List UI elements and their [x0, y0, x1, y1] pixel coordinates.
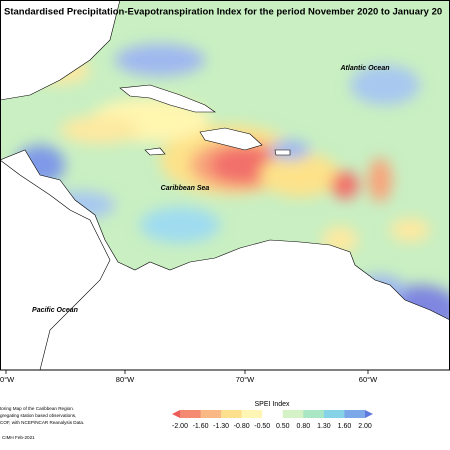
- legend: -2.00 -1.60 -1.30 -0.80 -0.50 0.50 0.80 1.30 1.6…: [172, 410, 373, 430]
- spei-field: [0, 0, 450, 370]
- legend-label: -0.50: [254, 423, 270, 430]
- puerto-rico: [274, 149, 291, 156]
- legend-label: 0.50: [276, 423, 290, 430]
- credit: CIMH Feb-2021: [2, 435, 35, 440]
- lon-label: 70°W: [236, 375, 255, 384]
- legend-swatch: [221, 410, 242, 418]
- legend-label: 0.80: [297, 423, 311, 430]
- legend-swatch: [180, 410, 201, 418]
- lon-label: 80°W: [116, 375, 135, 384]
- legend-swatch: [200, 410, 222, 418]
- legend-swatch: [282, 410, 304, 418]
- ocean-label: Pacific Ocean: [32, 307, 78, 314]
- legend-label: -0.80: [234, 423, 250, 430]
- legend-swatch: [172, 410, 180, 418]
- legend-swatch: [323, 410, 345, 418]
- footnote: COF, with NCEP/NCAR Reanalysis Data.: [0, 420, 84, 425]
- legend-label: -1.30: [213, 423, 229, 430]
- legend-label: -1.60: [193, 423, 209, 430]
- legend-title: SPEI Index: [254, 401, 290, 408]
- cuba: [119, 84, 216, 113]
- legend-swatch: [262, 410, 284, 418]
- legend-swatch: [365, 410, 373, 418]
- legend-swatch: [303, 410, 325, 418]
- ocean-label: Atlantic Ocean: [339, 65, 389, 72]
- legend-label: 2.00: [358, 423, 372, 430]
- legend-label: -2.00: [172, 423, 188, 430]
- lon-ticks: [5, 370, 369, 374]
- lon-label: 0°W: [0, 375, 15, 384]
- hispaniola: [199, 127, 263, 151]
- lon-label: 60°W: [359, 375, 378, 384]
- jamaica: [144, 147, 166, 156]
- mainland: [0, 149, 450, 370]
- footnote: toring Map of the Caribbean Region.: [0, 406, 74, 411]
- ocean-label: Caribbean Sea: [161, 185, 210, 192]
- legend-label: 1.30: [317, 423, 331, 430]
- legend-swatch: [241, 410, 263, 418]
- title: Standardised Precipitation-Evapotranspir…: [4, 7, 442, 18]
- legend-swatch: [344, 410, 366, 418]
- footnote: gregating station based observations,: [0, 413, 76, 418]
- central-america: [0, 159, 111, 370]
- legend-label: 1.60: [338, 423, 352, 430]
- north-america: [0, 0, 121, 101]
